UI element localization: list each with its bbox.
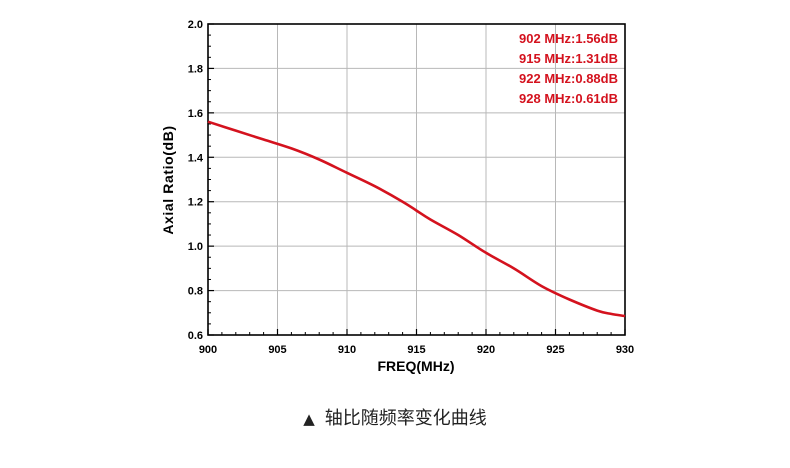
axial-ratio-line (207, 120, 626, 318)
x-tick-label: 915 (407, 344, 425, 356)
x-tick-label: 910 (338, 344, 356, 356)
y-tick-label: 1.8 (188, 63, 203, 75)
annotation-text: 928 MHz:0.61dB (519, 91, 618, 106)
annotation-text: 922 MHz:0.88dB (519, 71, 618, 86)
caption-text: 轴比随频率变化曲线 (324, 408, 487, 429)
x-tick-label: 920 (477, 344, 495, 356)
x-tick-label: 925 (546, 344, 564, 356)
chart-grid (208, 24, 625, 335)
annotation-text: 902 MHz:1.56dB (519, 31, 618, 46)
y-tick-label: 1.0 (188, 241, 203, 253)
x-tick-label: 930 (616, 344, 634, 356)
y-tick-label: 0.6 (188, 330, 203, 342)
y-tick-label: 1.6 (188, 108, 203, 120)
y-tick-labels: 0.6 0.8 1.0 1.2 1.4 1.6 1.8 2.0 (188, 19, 204, 342)
y-axis-label: Axial Ratio(dB) (160, 125, 176, 234)
annotation-text: 915 MHz:1.31dB (519, 51, 618, 66)
y-tick-label: 1.2 (188, 197, 203, 209)
annotation-box: 902 MHz:1.56dB 915 MHz:1.31dB 922 MHz:0.88… (519, 31, 618, 106)
axial-ratio-chart: 900 905 910 915 920 925 930 0.6 0.8 1.0 1.2 1.4 1.6… (160, 19, 634, 374)
x-tick-label: 905 (268, 344, 286, 356)
x-tick-label: 900 (199, 344, 217, 356)
triangle-marker-icon: ▲ (303, 410, 315, 428)
axis-ticks (207, 23, 626, 336)
x-axis-label: FREQ(MHz) (378, 358, 455, 374)
series-layer (207, 120, 626, 318)
y-tick-label: 1.4 (188, 152, 204, 164)
x-tick-labels: 900 905 910 915 920 925 930 (199, 344, 634, 356)
figure-caption: ▲ 轴比随频率变化曲线 (0, 404, 790, 430)
y-tick-label: 2.0 (188, 19, 203, 31)
y-tick-label: 0.8 (188, 286, 203, 298)
